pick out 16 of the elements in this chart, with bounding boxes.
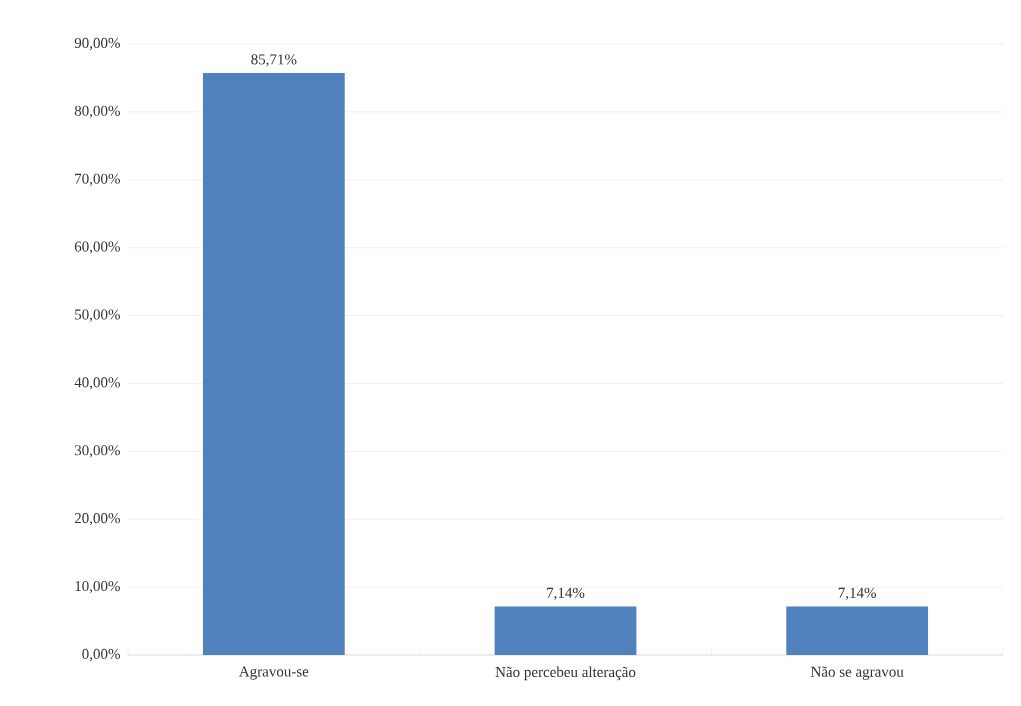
x-tick-label: Não percebeu alteração: [495, 666, 636, 681]
y-tick-label: 50,00%: [75, 309, 120, 322]
data-label: 7,14%: [838, 587, 877, 600]
y-tick-label: 40,00%: [74, 377, 120, 390]
y-tick-label: 80,00%: [74, 105, 120, 119]
data-label: 85,71%: [251, 54, 297, 67]
y-tick-label: 0,00%: [82, 648, 120, 662]
x-tick-label: Não se agravou: [810, 666, 904, 680]
y-tick-label: 90,00%: [74, 37, 120, 51]
y-tick-label: 10,00%: [75, 580, 120, 594]
y-tick-label: 30,00%: [74, 445, 120, 458]
y-tick-label: 70,00%: [75, 173, 120, 186]
x-tick-label: Agravou-se: [238, 666, 309, 680]
data-label: 7,14%: [547, 587, 585, 600]
y-tick-label: 60,00%: [74, 241, 120, 254]
y-tick-label: 20,00%: [74, 513, 120, 526]
